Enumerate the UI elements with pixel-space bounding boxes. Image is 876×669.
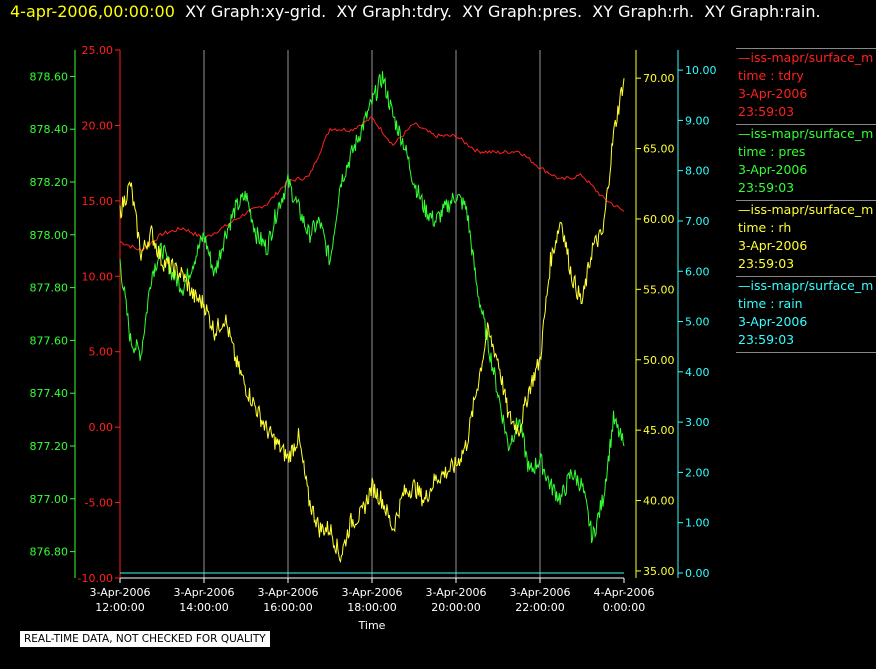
rain-tick-label: 0.00: [685, 567, 710, 580]
x-tick-label: 12:00:00: [95, 601, 144, 614]
header-title-pres: XY Graph:pres.: [462, 2, 583, 21]
legend-field: time : pres: [738, 144, 806, 159]
legend-date: 3-Apr-2006: [738, 86, 808, 101]
pres-tick-label: 878.40: [30, 123, 69, 136]
rain-tick-label: 7.00: [685, 215, 710, 228]
legend-source: —iss-mapr/surface_m: [738, 202, 874, 217]
legend-time: 23:59:03: [738, 180, 795, 195]
legend-field: time : tdry: [738, 68, 804, 83]
x-tick-label: 3-Apr-2006: [341, 586, 402, 599]
pres-tick-label: 877.20: [30, 440, 69, 453]
header-title-rain: XY Graph:rain.: [704, 2, 821, 21]
x-tick-label: 3-Apr-2006: [173, 586, 234, 599]
x-tick-label: 3-Apr-2006: [425, 586, 486, 599]
x-tick-label: 4-Apr-2006: [593, 586, 654, 599]
legend-time: 23:59:03: [738, 332, 795, 347]
legend-time: 23:59:03: [738, 256, 795, 271]
rh-tick-label: 65.00: [643, 143, 675, 156]
pres-tick-label: 877.40: [30, 387, 69, 400]
rain-tick-label: 5.00: [685, 316, 710, 329]
rh-tick-label: 40.00: [643, 495, 675, 508]
legend-time: 23:59:03: [738, 104, 795, 119]
tdry-tick-label: -10.00: [78, 572, 113, 585]
rain-tick-label: 10.00: [685, 64, 717, 77]
rain-tick-label: 9.00: [685, 114, 710, 127]
tdry-tick-label: 0.00: [89, 421, 114, 434]
rh-tick-label: 50.00: [643, 354, 675, 367]
x-tick-label: 14:00:00: [179, 601, 228, 614]
x-tick-label: 22:00:00: [515, 601, 564, 614]
rh-tick-label: 35.00: [643, 565, 675, 578]
tdry-tick-label: -5.00: [85, 497, 113, 510]
rh-tick-label: 70.00: [643, 72, 675, 85]
x-tick-label: 20:00:00: [431, 601, 480, 614]
legend-entry-rh: —iss-mapr/surface_m time : rh 3-Apr-2006…: [736, 200, 876, 276]
pres-tick-label: 878.60: [30, 70, 69, 83]
x-tick-label: 3-Apr-2006: [257, 586, 318, 599]
quality-notice: REAL-TIME DATA, NOT CHECKED FOR QUALITY: [20, 631, 270, 647]
tdry-tick-label: 10.00: [82, 270, 114, 283]
legend-entry-tdry: —iss-mapr/surface_m time : tdry 3-Apr-20…: [736, 48, 876, 124]
pres-tick-label: 877.00: [30, 493, 69, 506]
header-title-rh: XY Graph:rh.: [592, 2, 695, 21]
legend-source: —iss-mapr/surface_m: [738, 50, 874, 65]
tdry-tick-label: 15.00: [82, 195, 114, 208]
rain-tick-label: 4.00: [685, 366, 710, 379]
header-title-tdry: XY Graph:tdry.: [336, 2, 452, 21]
pres-tick-label: 878.20: [30, 176, 69, 189]
pres-tick-label: 877.60: [30, 334, 69, 347]
rain-tick-label: 3.00: [685, 416, 710, 429]
legend-entry-rain: —iss-mapr/surface_m time : rain 3-Apr-20…: [736, 276, 876, 353]
tdry-tick-label: 25.00: [82, 44, 114, 57]
rain-tick-label: 6.00: [685, 265, 710, 278]
pres-tick-label: 876.80: [30, 546, 69, 559]
rain-tick-label: 8.00: [685, 165, 710, 178]
header-title-xy-grid: XY Graph:xy-grid.: [185, 2, 327, 21]
x-tick-label: 0:00:00: [603, 601, 645, 614]
series-line-pres: [119, 71, 625, 544]
series-line-rh: [119, 78, 625, 564]
legend-date: 3-Apr-2006: [738, 162, 808, 177]
rh-tick-label: 60.00: [643, 213, 675, 226]
rain-tick-label: 1.00: [685, 517, 710, 530]
legend-entry-pres: —iss-mapr/surface_m time : pres 3-Apr-20…: [736, 124, 876, 200]
legend-date: 3-Apr-2006: [738, 314, 808, 329]
legend-date: 3-Apr-2006: [738, 238, 808, 253]
x-tick-label: 16:00:00: [263, 601, 312, 614]
legend-field: time : rain: [738, 296, 803, 311]
x-tick-label: 3-Apr-2006: [509, 586, 570, 599]
legend: —iss-mapr/surface_m time : tdry 3-Apr-20…: [736, 48, 876, 353]
pres-tick-label: 877.80: [30, 282, 69, 295]
x-axis-label: Time: [358, 619, 386, 632]
tdry-tick-label: 5.00: [89, 346, 114, 359]
rh-tick-label: 45.00: [643, 424, 675, 437]
legend-field: time : rh: [738, 220, 792, 235]
rain-tick-label: 2.00: [685, 466, 710, 479]
legend-source: —iss-mapr/surface_m: [738, 126, 874, 141]
header-date: 4-apr-2006,00:00:00: [10, 2, 175, 21]
pres-tick-label: 878.00: [30, 229, 69, 242]
x-tick-label: 3-Apr-2006: [89, 586, 150, 599]
tdry-tick-label: 20.00: [82, 119, 114, 132]
chart-header: 4-apr-2006,00:00:00 XY Graph:xy-grid. XY…: [10, 2, 821, 21]
rh-tick-label: 55.00: [643, 283, 675, 296]
legend-source: —iss-mapr/surface_m: [738, 278, 874, 293]
x-tick-label: 18:00:00: [347, 601, 396, 614]
